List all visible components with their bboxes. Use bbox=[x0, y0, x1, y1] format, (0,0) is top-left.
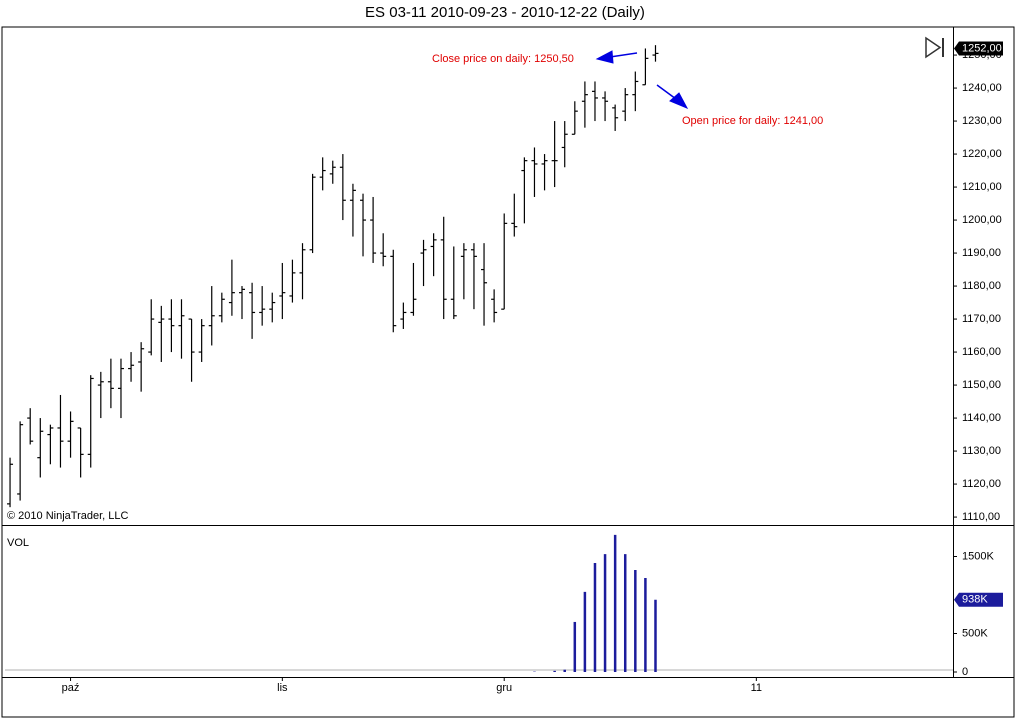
y-tick-label: 1230,00 bbox=[962, 115, 1002, 127]
arrows bbox=[595, 50, 689, 109]
price-flag-label: 938K bbox=[962, 594, 988, 606]
y-tick-label: 1110,00 bbox=[962, 511, 1000, 523]
y-tick-label: 1220,00 bbox=[962, 148, 1002, 160]
arrow-head bbox=[595, 50, 614, 64]
frame bbox=[1, 26, 1015, 718]
price-flag bbox=[954, 592, 1003, 607]
play-button[interactable] bbox=[925, 36, 944, 59]
price-flag-label: 1252,00 bbox=[962, 42, 1002, 54]
arrow-head bbox=[669, 92, 689, 109]
y-tick-label: 1240,00 bbox=[962, 82, 1002, 94]
y-tick-label: 1210,00 bbox=[962, 181, 1002, 193]
x-tick-label: gru bbox=[496, 682, 512, 694]
y-tick-label: 500K bbox=[962, 627, 988, 639]
y-tick-label: 1200,00 bbox=[962, 214, 1002, 226]
watermark: © 2010 NinjaTrader, LLC bbox=[7, 510, 128, 522]
y-tick-label: 1160,00 bbox=[962, 346, 1001, 358]
play-icon[interactable] bbox=[925, 36, 942, 59]
y-tick-label: 1180,00 bbox=[962, 280, 1001, 292]
pane-title: VOL bbox=[7, 537, 29, 549]
annotation: Close price on daily: 1250,50 bbox=[432, 53, 574, 65]
annotation: Open price for daily: 1241,00 bbox=[682, 115, 823, 127]
x-tick-label: lis bbox=[277, 682, 288, 694]
y-tick-label: 1130,00 bbox=[962, 445, 1001, 457]
y-tick-label: 1140,00 bbox=[962, 412, 1001, 424]
y-tick-label: 1170,00 bbox=[962, 313, 1001, 325]
price-flag bbox=[954, 41, 1003, 56]
y-tick-label: 1120,00 bbox=[962, 478, 1001, 490]
arrow bbox=[609, 52, 638, 58]
y-tick-label: 0 bbox=[962, 666, 968, 678]
arrow bbox=[656, 84, 677, 100]
chart-title: ES 03-11 2010-09-23 - 2010-12-22 (Daily) bbox=[365, 4, 645, 21]
y-tick-label: 1190,00 bbox=[962, 247, 1001, 259]
x-tick-label: paź bbox=[62, 682, 80, 694]
y-tick-label: 1500K bbox=[962, 550, 994, 562]
y-tick-label: 1150,00 bbox=[962, 379, 1001, 391]
x-tick-label: 11 bbox=[751, 682, 762, 694]
